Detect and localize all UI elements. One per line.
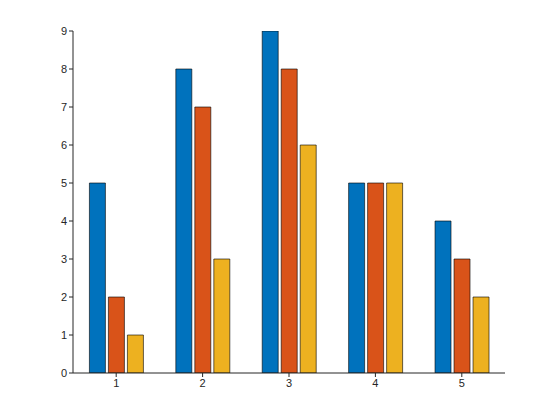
svg-text:8: 8 <box>61 63 67 75</box>
svg-text:3: 3 <box>61 253 67 265</box>
svg-text:7: 7 <box>61 101 67 113</box>
svg-text:4: 4 <box>372 377 378 389</box>
svg-text:9: 9 <box>61 25 67 37</box>
svg-text:5: 5 <box>61 177 67 189</box>
svg-text:6: 6 <box>61 139 67 151</box>
svg-text:0: 0 <box>61 367 67 379</box>
svg-text:2: 2 <box>200 377 206 389</box>
svg-text:5: 5 <box>459 377 465 389</box>
svg-text:1: 1 <box>113 377 119 389</box>
svg-text:2: 2 <box>61 291 67 303</box>
svg-text:1: 1 <box>61 329 67 341</box>
svg-text:4: 4 <box>61 215 67 227</box>
svg-text:3: 3 <box>286 377 292 389</box>
